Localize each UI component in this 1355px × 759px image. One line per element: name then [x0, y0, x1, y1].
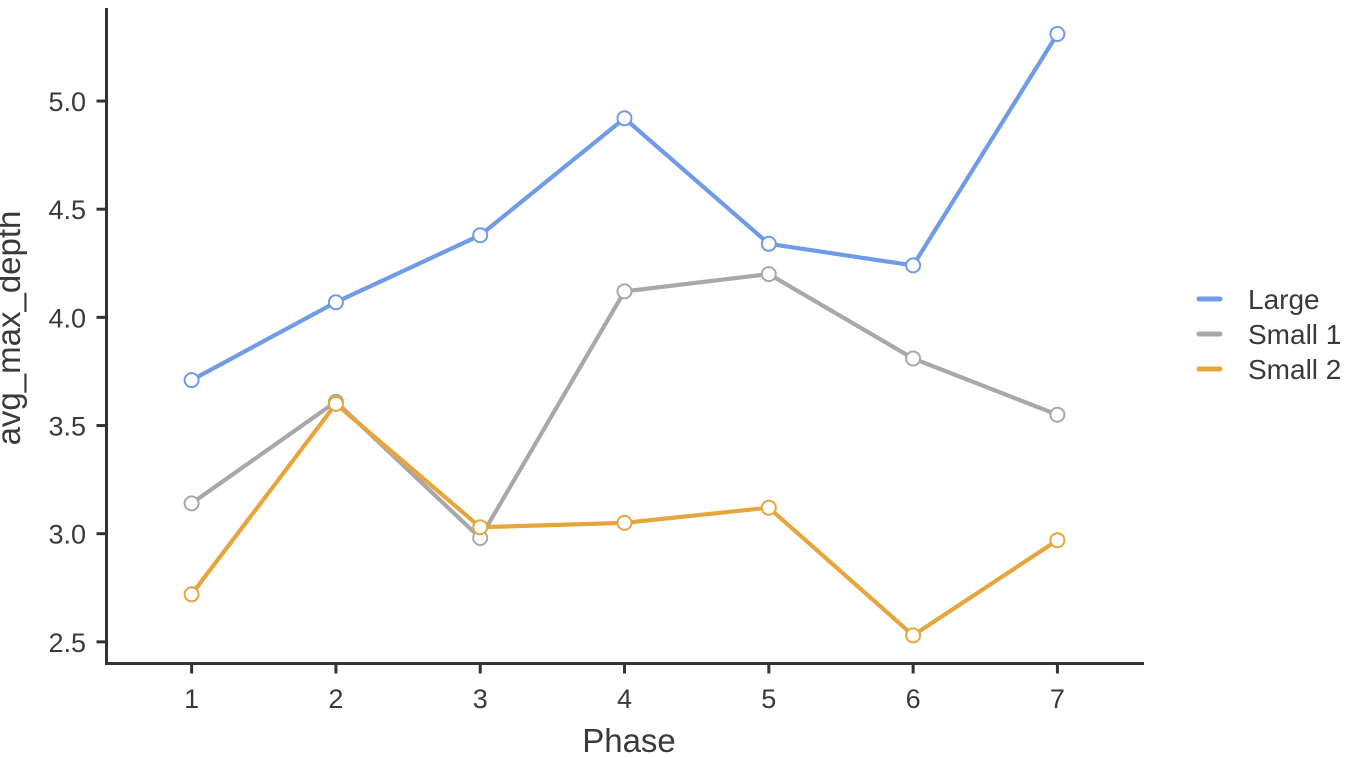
y-tick-label: 3.5 — [48, 412, 86, 442]
data-point-large — [327, 294, 344, 311]
data-point-small-2 — [616, 514, 633, 531]
data-point-small-2 — [760, 499, 777, 516]
legend-label-large: Large — [1248, 284, 1320, 315]
y-tick-label: 4.5 — [48, 195, 86, 225]
legend-swatch-large — [1196, 296, 1223, 302]
data-point-large — [472, 227, 489, 244]
y-tick-label: 4.0 — [48, 303, 86, 333]
y-axis-title: avg_max_depth — [0, 211, 27, 446]
data-point-small-2 — [327, 395, 344, 412]
data-point-large — [905, 257, 922, 274]
data-point-large — [1049, 26, 1066, 42]
data-point-small-2 — [472, 519, 489, 536]
data-point-large — [760, 235, 777, 252]
data-point-large — [616, 110, 633, 127]
y-tick-label: 5.0 — [48, 87, 86, 117]
data-point-large — [183, 372, 200, 389]
data-point-small-1 — [183, 495, 200, 512]
y-tick-label: 3.0 — [48, 520, 86, 550]
y-tick-label: 2.5 — [48, 628, 86, 658]
data-point-small-2 — [1049, 532, 1066, 549]
data-point-small-2 — [183, 586, 200, 603]
series-line-large — [189, 31, 1060, 383]
x-tick-label: 6 — [906, 684, 921, 714]
x-tick-label: 2 — [328, 684, 343, 714]
legend-swatch-small-1 — [1196, 331, 1223, 337]
legend-swatch-small-2 — [1196, 366, 1223, 372]
x-tick-label: 3 — [473, 684, 488, 714]
x-tick-label: 1 — [184, 684, 199, 714]
data-point-small-1 — [760, 266, 777, 283]
data-point-small-2 — [905, 627, 922, 644]
data-point-small-1 — [616, 283, 633, 300]
legend-label-small-1: Small 1 — [1248, 319, 1341, 350]
x-axis-title: Phase — [582, 722, 676, 759]
legend-label-small-2: Small 2 — [1248, 354, 1341, 385]
x-tick-label: 7 — [1050, 684, 1065, 714]
series-line-small-1 — [189, 272, 1060, 541]
x-tick-label: 4 — [617, 684, 632, 714]
x-tick-label: 5 — [761, 684, 776, 714]
data-point-small-1 — [905, 350, 922, 367]
data-point-small-1 — [1049, 406, 1066, 423]
